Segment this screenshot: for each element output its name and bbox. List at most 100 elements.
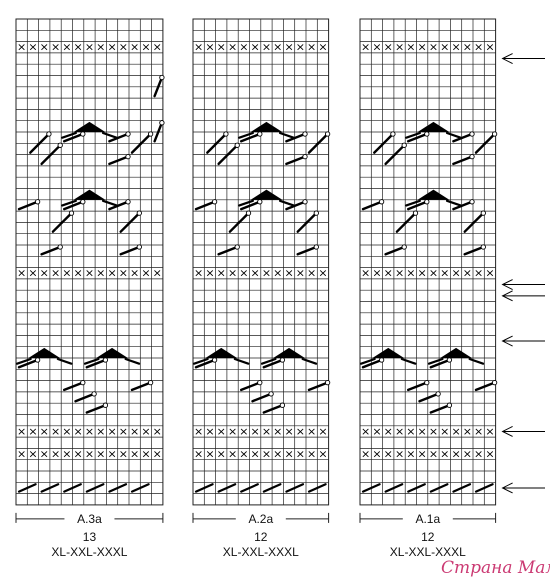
- purl-symbol: ×: [440, 267, 449, 280]
- cable-end: [469, 199, 475, 205]
- cable-symbol: [463, 211, 485, 233]
- cable-symbol: [153, 76, 164, 98]
- twist-symbol: [130, 483, 150, 493]
- purl-symbol: ×: [28, 41, 37, 54]
- cable-symbol: [239, 381, 261, 392]
- purl-symbol: ×: [429, 425, 438, 438]
- cable-symbol: [384, 245, 406, 256]
- purl-symbol: ×: [205, 425, 214, 438]
- purl-symbol: ×: [406, 425, 415, 438]
- purl-symbol: ×: [273, 448, 282, 461]
- cable-symbol: [278, 131, 295, 139]
- cable-symbol: [83, 357, 100, 365]
- cable-symbol: [85, 358, 107, 369]
- cable-end: [245, 210, 252, 216]
- purl-symbol: ×: [361, 448, 370, 461]
- chart-label: A.1a: [415, 512, 440, 526]
- purl-symbol: ×: [228, 448, 237, 461]
- purl-symbol: ×: [418, 448, 427, 461]
- purl-symbol: ×: [440, 425, 449, 438]
- cable-symbol: [361, 358, 383, 369]
- purl-symbol: ×: [372, 267, 381, 280]
- cable-symbol: [61, 131, 77, 139]
- purl-symbol: ×: [17, 41, 26, 54]
- cable-symbol: [130, 381, 152, 392]
- cable-symbol: [262, 404, 284, 414]
- purl-symbol: ×: [153, 425, 162, 438]
- cable-end: [68, 210, 75, 216]
- decrease-symbol: [96, 347, 128, 358]
- size-label: XL-XXL-XXXL: [51, 545, 127, 559]
- cable-end: [324, 379, 331, 386]
- purl-symbol: ×: [153, 448, 162, 461]
- cable-end: [378, 357, 385, 363]
- purl-symbol: ×: [107, 448, 116, 461]
- twist-symbol: [63, 483, 82, 493]
- purl-symbol: ×: [153, 41, 162, 54]
- cable-symbol: [194, 358, 216, 369]
- cable-end: [80, 379, 86, 386]
- purl-symbol: ×: [361, 425, 370, 438]
- cable-end: [480, 244, 486, 250]
- cable-end: [125, 199, 131, 205]
- purl-symbol: ×: [107, 41, 116, 54]
- purl-symbol: ×: [273, 425, 282, 438]
- cable-symbol: [285, 155, 307, 166]
- cable-symbol: [217, 144, 239, 166]
- cable-end: [424, 131, 430, 137]
- cable-end: [136, 210, 142, 216]
- cable-symbol: [101, 199, 118, 207]
- cable-symbol: [85, 404, 107, 414]
- cable-end: [91, 391, 97, 397]
- purl-symbol: ×: [463, 267, 472, 280]
- purl-symbol: ×: [51, 267, 60, 280]
- decrease-symbol: [417, 189, 450, 200]
- purl-symbol: ×: [194, 267, 203, 280]
- purl-symbol: ×: [251, 41, 260, 54]
- purl-symbol: ×: [217, 448, 226, 461]
- cable-end: [102, 402, 109, 408]
- purl-symbol: ×: [284, 425, 293, 438]
- purl-symbol: ×: [194, 41, 203, 54]
- cable-symbol: [296, 211, 318, 233]
- chart-label: A.2a: [248, 512, 273, 526]
- decrease-symbol: [28, 347, 61, 358]
- purl-symbol: ×: [485, 267, 494, 280]
- decrease-symbol: [440, 347, 472, 358]
- purl-symbol: ×: [228, 267, 237, 280]
- purl-symbol: ×: [474, 448, 483, 461]
- purl-symbol: ×: [318, 425, 327, 438]
- purl-symbol: ×: [296, 267, 305, 280]
- cable-symbol: [474, 132, 496, 154]
- purl-symbol: ×: [40, 41, 49, 54]
- purl-symbol: ×: [194, 425, 203, 438]
- purl-symbol: ×: [273, 267, 282, 280]
- purl-symbol: ×: [74, 267, 83, 280]
- purl-symbol: ×: [251, 448, 260, 461]
- purl-symbol: ×: [130, 41, 139, 54]
- purl-symbol: ×: [51, 425, 60, 438]
- purl-symbol: ×: [28, 448, 37, 461]
- purl-symbol: ×: [384, 425, 393, 438]
- cable-symbol: [238, 199, 254, 207]
- cable-symbol: [468, 357, 485, 365]
- row-arrow: [501, 279, 545, 290]
- cable-symbol: [61, 199, 77, 207]
- cable-end: [279, 402, 286, 408]
- decrease-symbol: [273, 347, 305, 358]
- purl-symbol: ×: [318, 267, 327, 280]
- cable-end: [147, 379, 154, 386]
- twist-symbol: [85, 483, 105, 493]
- purl-symbol: ×: [372, 448, 381, 461]
- cable-symbol: [239, 200, 261, 211]
- cable-end: [313, 210, 319, 216]
- purl-symbol: ×: [429, 267, 438, 280]
- cable-symbol: [407, 381, 428, 392]
- cable-end: [446, 357, 453, 363]
- purl-symbol: ×: [318, 41, 327, 54]
- twist-symbol: [307, 483, 327, 493]
- purl-symbol: ×: [372, 425, 381, 438]
- cable-symbol: [74, 392, 96, 403]
- cable-symbol: [296, 245, 318, 256]
- cable-symbol: [427, 357, 444, 365]
